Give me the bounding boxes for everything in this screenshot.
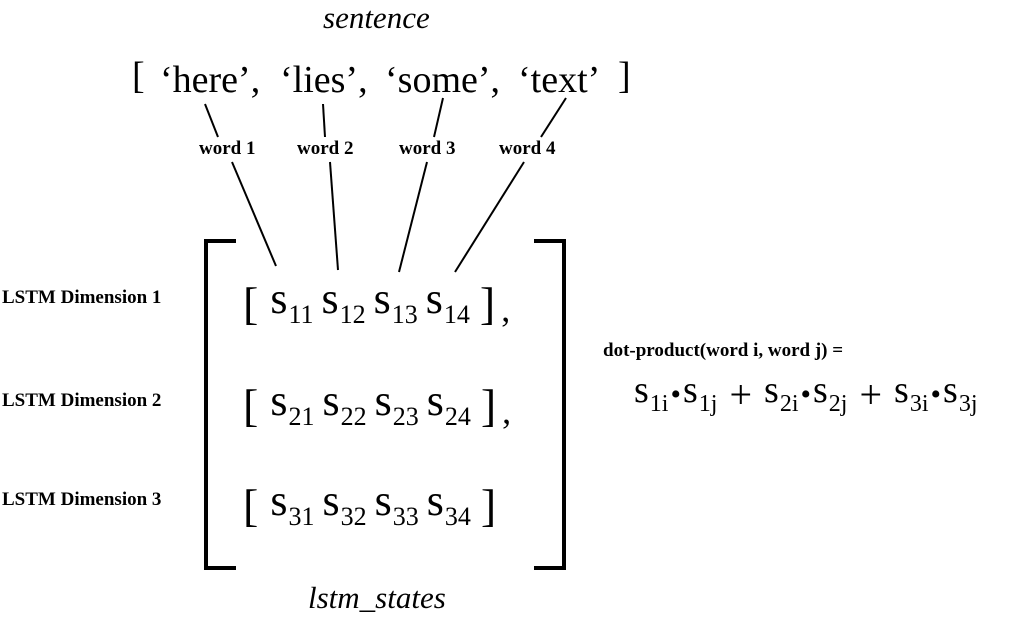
sentence-token-4: ‘text’	[518, 59, 601, 101]
state-cell: s12	[321, 274, 366, 329]
state-cell: s21	[270, 376, 315, 431]
row-open-bracket: [	[243, 278, 259, 329]
state-cell: s13	[373, 274, 418, 329]
sentence-token-2: ‘lies’,	[280, 59, 368, 101]
connector-word-2	[322, 103, 326, 138]
word-label-2: word 2	[297, 138, 354, 159]
connector-word-2-lower	[329, 161, 339, 271]
word-label-3: word 3	[399, 138, 456, 159]
sentence-token-1: ‘here’,	[160, 59, 261, 101]
row-trailing-comma: ,	[502, 391, 512, 431]
matrix-row-3: [ s31 s32 s33 s34 ]	[243, 472, 496, 532]
formula-term-1: s1i	[634, 369, 669, 417]
sentence-token-3: ‘some’,	[385, 59, 501, 101]
lstm-states-label: lstm_states	[308, 580, 446, 615]
state-cell: s34	[426, 476, 471, 531]
dot-product-label: dot-product(word i, word j) =	[603, 340, 844, 361]
row-open-bracket: [	[243, 480, 259, 531]
row-label-3: LSTM Dimension 3	[2, 489, 162, 510]
word-label-1: word 1	[199, 138, 256, 159]
matrix-left-bracket	[204, 239, 236, 570]
matrix-row-1: [ s11 s12 s13 s14 ] ,	[243, 270, 510, 330]
row-trailing-comma: ,	[501, 289, 511, 329]
connector-word-4	[540, 97, 567, 138]
dot-operator: •	[670, 378, 681, 411]
connector-word-4-lower	[454, 161, 525, 273]
state-cell: s31	[270, 476, 315, 531]
dot-operator: •	[800, 378, 811, 411]
matrix-right-bracket	[534, 239, 566, 570]
row-label-1: LSTM Dimension 1	[2, 287, 162, 308]
dot-operator: •	[930, 378, 942, 411]
state-cell: s24	[426, 376, 471, 431]
connector-word-1	[204, 103, 219, 138]
connector-word-3	[433, 97, 444, 138]
row-close-bracket: ]	[480, 380, 497, 431]
row-open-bracket: [	[243, 380, 259, 431]
formula-term-1b: s1j	[682, 369, 718, 417]
formula-term-3: s3i	[894, 369, 929, 417]
connector-word-3-lower	[398, 161, 428, 273]
sentence-label: sentence	[323, 0, 430, 35]
sentence-close-bracket: ]	[618, 55, 631, 97]
state-cell: s14	[425, 274, 470, 329]
state-cell: s11	[270, 274, 314, 329]
state-cell: s33	[374, 476, 419, 531]
row-close-bracket: ]	[480, 480, 497, 531]
formula-term-2: s2i	[764, 369, 799, 417]
formula-term-3b: s3j	[943, 369, 978, 417]
formula-term-2b: s2j	[813, 369, 848, 417]
matrix-row-2: [ s21 s22 s23 s24 ] ,	[243, 372, 511, 432]
plus-operator: +	[859, 372, 883, 417]
state-cell: s22	[322, 376, 367, 431]
word-label-4: word 4	[499, 138, 556, 159]
state-cell: s23	[374, 376, 419, 431]
sentence-open-bracket: [	[132, 55, 145, 97]
plus-operator: +	[729, 372, 753, 417]
dot-product-formula: s1i • s1j + s2i • s2j + s3i • s3j	[634, 368, 977, 418]
state-cell: s32	[322, 476, 367, 531]
row-close-bracket: ]	[479, 278, 496, 329]
connector-word-1-lower	[231, 161, 277, 267]
row-label-2: LSTM Dimension 2	[2, 390, 162, 411]
